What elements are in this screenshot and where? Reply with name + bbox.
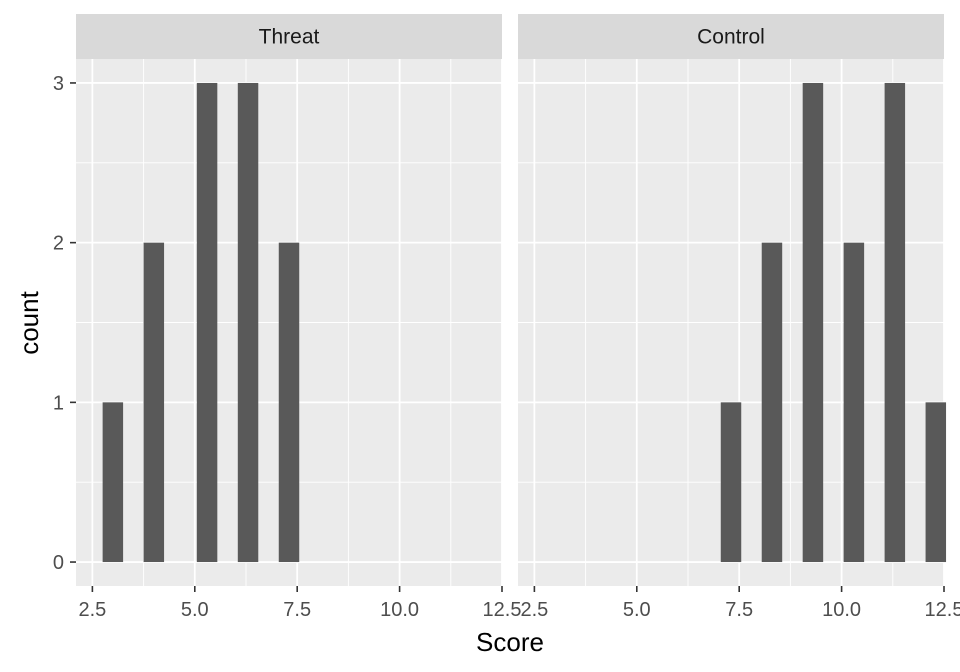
facet-panel-control: Control 2.5 5.0 7.5 10.0 12.5: [518, 14, 960, 621]
histogram-bar: [143, 242, 165, 563]
x-tick-label: 7.5: [725, 599, 753, 621]
histogram-bar: [102, 402, 124, 563]
facet-strip: [518, 14, 944, 59]
histogram-bar: [925, 402, 947, 563]
histogram-bar: [884, 82, 906, 563]
facet-strip: [76, 14, 502, 59]
x-tick-label: 10.0: [822, 599, 861, 621]
x-tick-label: 5.0: [181, 599, 209, 621]
y-axis-title: count: [14, 290, 44, 354]
facet-strip-label: Control: [697, 26, 765, 49]
histogram-bar: [720, 402, 742, 563]
x-axis-title: Score: [476, 627, 544, 657]
x-tick-label: 2.5: [520, 599, 548, 621]
x-tick-label: 2.5: [78, 599, 106, 621]
histogram-bar: [761, 242, 783, 563]
x-tick-label: 12.5: [925, 599, 960, 621]
x-tick-label: 12.5: [483, 599, 522, 621]
y-tick-label: 2: [53, 233, 64, 255]
x-tick-label: 10.0: [380, 599, 419, 621]
facet-strip-label: Threat: [259, 26, 320, 49]
histogram-bar: [843, 242, 865, 563]
histogram-bar: [278, 242, 300, 563]
histogram-bar: [196, 82, 218, 563]
x-tick-label: 5.0: [623, 599, 651, 621]
y-tick-label: 0: [53, 552, 64, 574]
facet-panel-threat: Threat 2.5 5.0 7.5 10.0 12.5: [76, 14, 521, 621]
y-tick-label: 1: [53, 392, 64, 414]
x-tick-label: 7.5: [283, 599, 311, 621]
histogram-bar: [802, 82, 824, 563]
histogram-bar: [237, 82, 259, 563]
y-tick-label: 3: [53, 73, 64, 95]
